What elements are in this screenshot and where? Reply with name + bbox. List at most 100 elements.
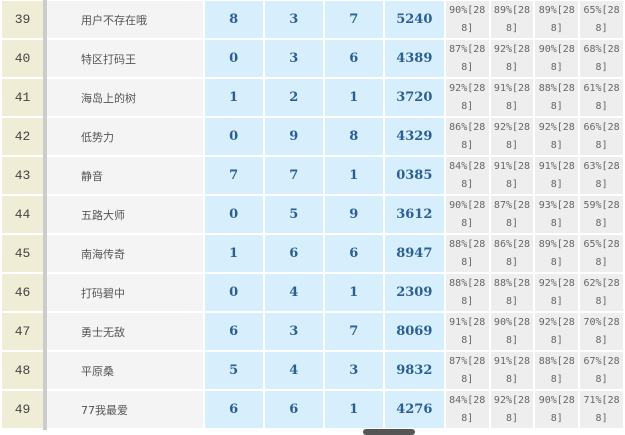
table-row: 49 77我最爱 6 6 1 4276 84%[288] 92%[288] 90%[288] 71…	[0, 389, 625, 430]
code-cell: 4389	[382, 38, 446, 79]
rank-cell: 44	[0, 194, 47, 235]
percent-cell: 90%[288]	[443, 0, 491, 40]
value-b-cell: 3	[262, 38, 325, 79]
name-cell: 特区打码王	[43, 38, 205, 79]
value-a-cell: 6	[202, 389, 265, 430]
value-a-cell: 5	[202, 350, 265, 391]
table-row: 43 静音 7 7 1 0385 84%[288] 91%[288] 91%[288] 63%[2…	[0, 155, 625, 196]
rank-cell: 42	[0, 116, 47, 157]
name-cell: 平原桑	[43, 350, 205, 391]
percent-cell: 88%[288]	[488, 272, 536, 313]
value-c-cell: 8	[322, 116, 385, 157]
value-a-cell: 8	[202, 0, 265, 40]
percent-cell: 92%[288]	[533, 116, 581, 157]
value-c-cell: 1	[322, 77, 385, 118]
percent-cell: 62%[288]	[578, 272, 625, 313]
value-a-cell: 0	[202, 116, 265, 157]
percent-cell: 68%[288]	[578, 38, 625, 79]
percent-cell: 92%[288]	[488, 116, 536, 157]
value-b-cell: 4	[262, 350, 325, 391]
rank-cell: 48	[0, 350, 47, 391]
value-b-cell: 4	[262, 272, 325, 313]
value-a-cell: 7	[202, 155, 265, 196]
code-cell: 9832	[382, 350, 446, 391]
percent-cell: 90%[288]	[533, 38, 581, 79]
value-b-cell: 3	[262, 311, 325, 352]
percent-cell: 65%[288]	[578, 0, 625, 40]
value-c-cell: 1	[322, 155, 385, 196]
code-cell: 2309	[382, 272, 446, 313]
code-cell: 4276	[382, 389, 446, 430]
value-a-cell: 6	[202, 311, 265, 352]
code-cell: 8947	[382, 233, 446, 274]
value-b-cell: 7	[262, 155, 325, 196]
value-b-cell: 6	[262, 389, 325, 430]
percent-cell: 87%[288]	[443, 38, 491, 79]
value-c-cell: 1	[322, 389, 385, 430]
percent-cell: 92%[288]	[488, 389, 536, 430]
percent-cell: 88%[288]	[533, 77, 581, 118]
value-a-cell: 1	[202, 77, 265, 118]
percent-cell: 65%[288]	[578, 233, 625, 274]
percent-cell: 92%[288]	[488, 38, 536, 79]
value-b-cell: 5	[262, 194, 325, 235]
value-c-cell: 7	[322, 311, 385, 352]
code-cell: 0385	[382, 155, 446, 196]
rank-cell: 45	[0, 233, 47, 274]
table-row: 44 五路大师 0 5 9 3612 90%[288] 87%[288] 93%[288] 59%…	[0, 194, 625, 235]
value-c-cell: 7	[322, 0, 385, 40]
name-cell: 五路大师	[43, 194, 205, 235]
value-c-cell: 6	[322, 38, 385, 79]
percent-cell: 87%[288]	[488, 194, 536, 235]
value-b-cell: 3	[262, 0, 325, 40]
name-cell: 海岛上的树	[43, 77, 205, 118]
value-a-cell: 0	[202, 38, 265, 79]
percent-cell: 91%[288]	[533, 155, 581, 196]
rank-cell: 46	[0, 272, 47, 313]
value-c-cell: 1	[322, 272, 385, 313]
percent-cell: 63%[288]	[578, 155, 625, 196]
percent-cell: 70%[288]	[578, 311, 625, 352]
percent-cell: 59%[288]	[578, 194, 625, 235]
name-cell: 打码碧中	[43, 272, 205, 313]
percent-cell: 88%[288]	[533, 350, 581, 391]
value-b-cell: 2	[262, 77, 325, 118]
percent-cell: 92%[288]	[443, 77, 491, 118]
value-b-cell: 9	[262, 116, 325, 157]
rank-cell: 47	[0, 311, 47, 352]
percent-cell: 88%[288]	[443, 233, 491, 274]
value-c-cell: 3	[322, 350, 385, 391]
value-b-cell: 6	[262, 233, 325, 274]
percent-cell: 90%[288]	[443, 194, 491, 235]
table-row: 39 用户不存在哦 8 3 7 5240 90%[288] 89%[288] 89%[288] 6…	[0, 0, 625, 40]
name-cell: 用户不存在哦	[43, 0, 205, 40]
percent-cell: 91%[288]	[488, 155, 536, 196]
percent-cell: 89%[288]	[488, 0, 536, 40]
code-cell: 4329	[382, 116, 446, 157]
table-row: 40 特区打码王 0 3 6 4389 87%[288] 92%[288] 90%[288] 68…	[0, 38, 625, 79]
code-cell: 3720	[382, 77, 446, 118]
percent-cell: 66%[288]	[578, 116, 625, 157]
percent-cell: 71%[288]	[578, 389, 625, 430]
percent-cell: 91%[288]	[443, 311, 491, 352]
percent-cell: 89%[288]	[533, 0, 581, 40]
horizontal-scrollbar-thumb[interactable]	[363, 429, 415, 435]
name-cell: 静音	[43, 155, 205, 196]
table-row: 46 打码碧中 0 4 1 2309 88%[288] 88%[288] 92%[288] 62%…	[0, 272, 625, 313]
table-row: 41 海岛上的树 1 2 1 3720 92%[288] 91%[288] 88%[288] 61…	[0, 77, 625, 118]
code-cell: 3612	[382, 194, 446, 235]
name-cell: 南海传奇	[43, 233, 205, 274]
rank-cell: 49	[0, 389, 47, 430]
percent-cell: 67%[288]	[578, 350, 625, 391]
percent-cell: 92%[288]	[533, 311, 581, 352]
percent-cell: 88%[288]	[443, 272, 491, 313]
percent-cell: 84%[288]	[443, 389, 491, 430]
percent-cell: 84%[288]	[443, 155, 491, 196]
value-c-cell: 6	[322, 233, 385, 274]
percent-cell: 61%[288]	[578, 77, 625, 118]
code-cell: 5240	[382, 0, 446, 40]
table-row: 48 平原桑 5 4 3 9832 87%[288] 91%[288] 88%[288] 67%[…	[0, 350, 625, 391]
percent-cell: 92%[288]	[533, 272, 581, 313]
percent-cell: 86%[288]	[488, 233, 536, 274]
